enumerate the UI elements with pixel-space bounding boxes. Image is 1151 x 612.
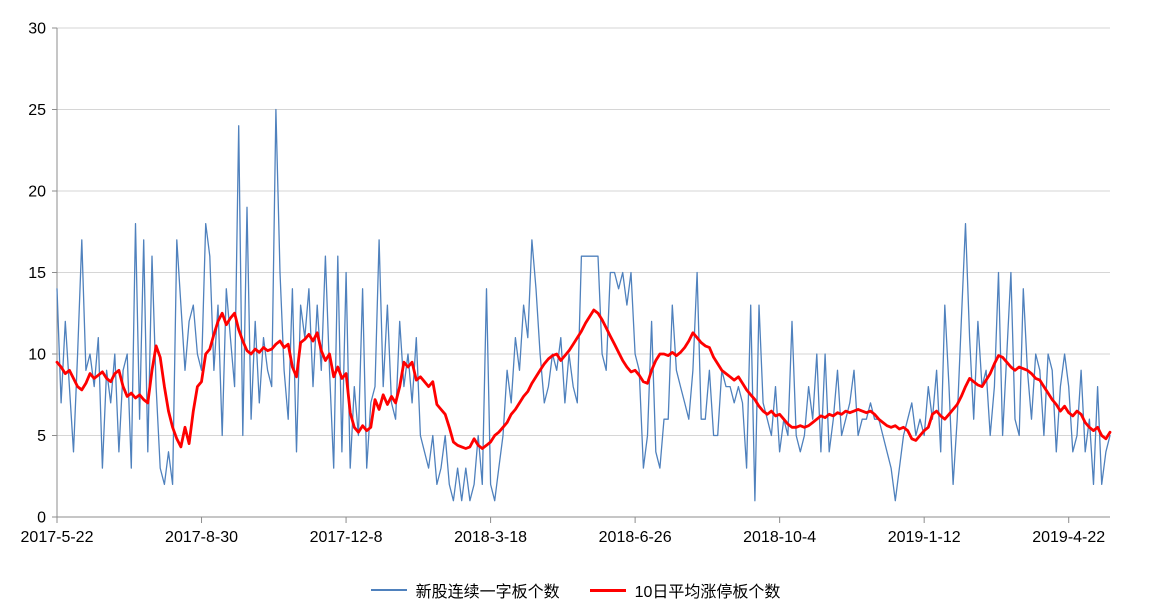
legend-item-10day-average-series: 10日平均涨停板个数	[589, 578, 781, 602]
chart-legend: 新股连续一字板个数 10日平均涨停板个数	[0, 578, 1151, 602]
legend-label-new-stock-series: 新股连续一字板个数	[415, 584, 560, 601]
legend-line-sample-blue	[370, 589, 407, 591]
x-axis-tick-label: 2019-4-22	[1032, 529, 1105, 546]
series-line-0	[56, 108, 1111, 502]
y-axis-tick-label: 20	[28, 184, 46, 201]
series-line-1	[55, 308, 1112, 450]
x-axis-tick-label: 2019-1-12	[888, 529, 961, 546]
y-axis-tick-label: 30	[28, 21, 46, 38]
y-axis-tick-label: 15	[28, 265, 46, 282]
legend-label-10day-average-series: 10日平均涨停板个数	[634, 584, 781, 601]
x-axis-tick-label: 2018-10-4	[743, 529, 816, 546]
y-axis-tick-label: 0	[37, 510, 46, 527]
y-axis-tick-label: 5	[37, 428, 46, 445]
legend-line-sample-red	[589, 588, 626, 592]
x-axis-tick-label: 2018-6-26	[599, 529, 672, 546]
x-axis-tick-label: 2017-8-30	[165, 529, 238, 546]
y-axis-tick-label: 25	[28, 102, 46, 119]
y-axis-tick-label: 10	[28, 347, 46, 364]
x-axis-tick-label: 2017-5-22	[21, 529, 94, 546]
x-axis-tick-label: 2018-3-18	[454, 529, 527, 546]
legend-item-new-stock-series: 新股连续一字板个数	[370, 578, 560, 602]
x-axis-tick-label: 2017-12-8	[310, 529, 383, 546]
